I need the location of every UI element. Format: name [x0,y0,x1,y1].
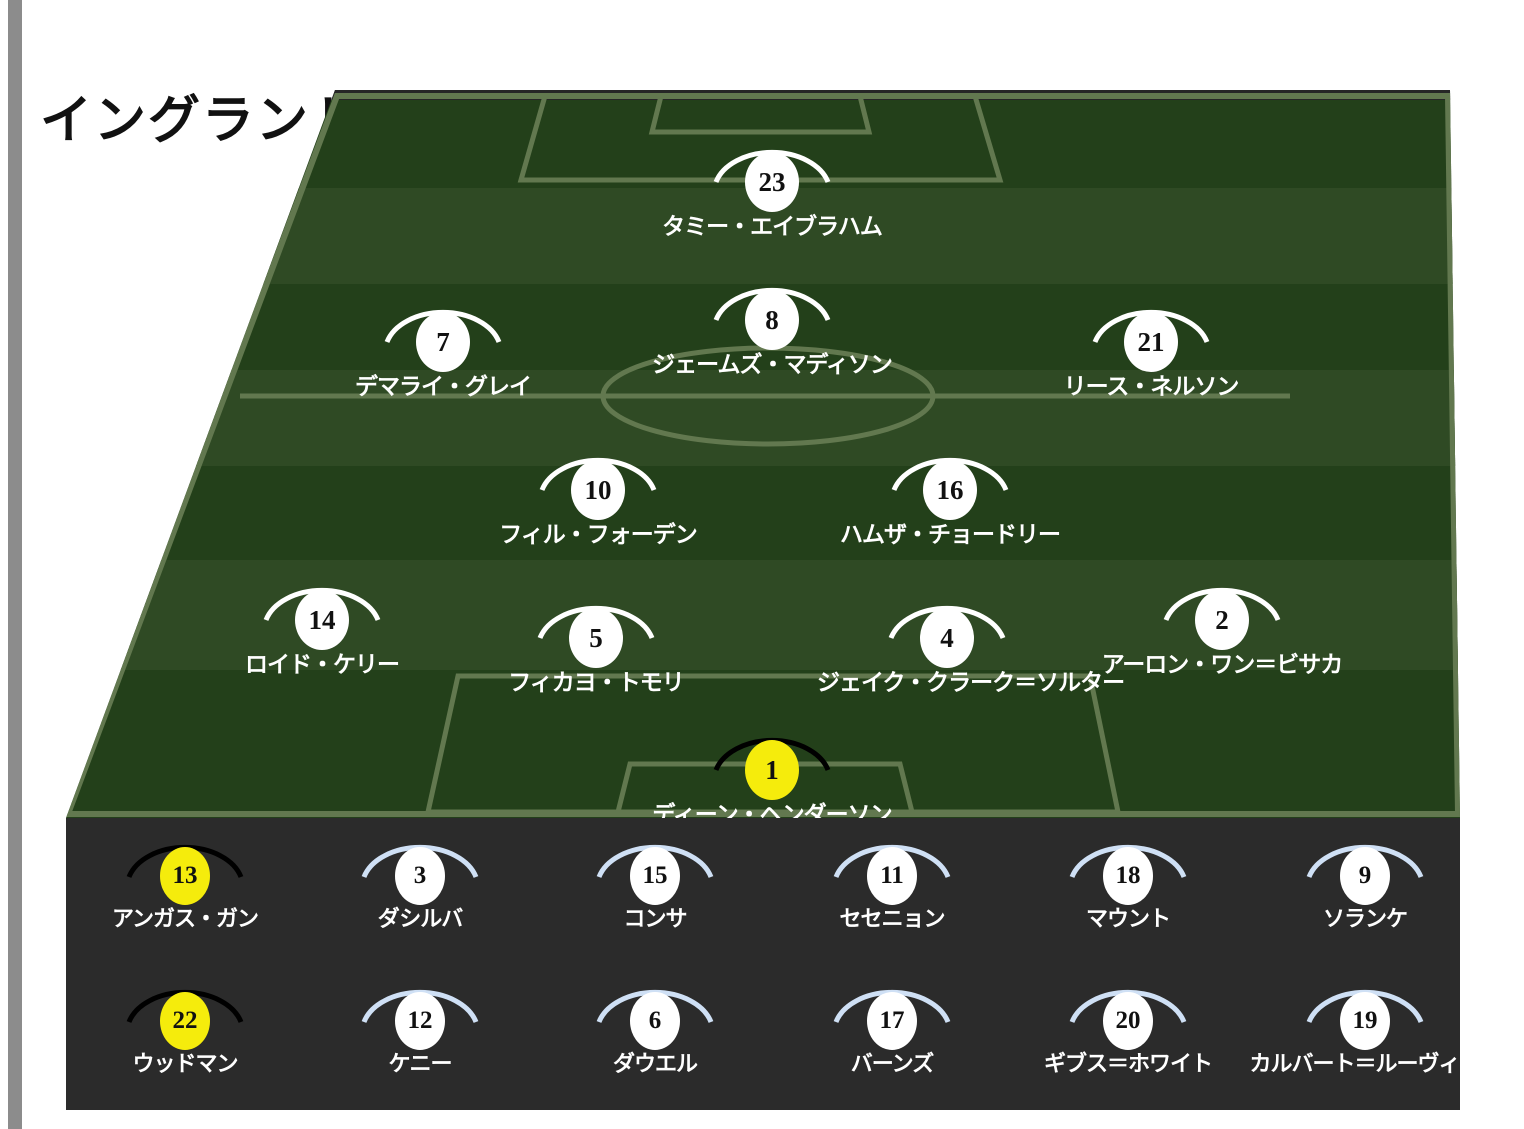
player-name-label: フィカヨ・トモリ [508,669,685,695]
left-scroll-rail[interactable] [8,0,22,1129]
player-name-label: フィル・フォーデン [499,521,698,547]
pitch-player-21[interactable]: 21 リース・ネルソン [1021,300,1281,398]
pitch-player-2[interactable]: 2 アーロン・ワン＝ビサカ [1092,578,1352,676]
player-name-label: セセニョン [839,906,945,931]
player-number-badge[interactable]: 21 [1124,312,1178,372]
pitch-player-14[interactable]: 14 ロイド・ケリー [192,578,452,676]
player-name-label: ギブス＝ホワイト [1043,1051,1213,1076]
player-number-badge[interactable]: 12 [395,992,445,1050]
player-name-label: バーンズ [850,1051,934,1076]
bench-player-18[interactable]: 18 マウント [978,835,1278,930]
player-number-badge[interactable]: 23 [745,152,799,212]
bench-player-3[interactable]: 3 ダシルバ [270,835,570,930]
player-name-label: カルバート＝ルーヴィン [1249,1051,1481,1076]
pitch-markings [66,93,1460,817]
player-name-label: アンガス・ガン [111,906,259,931]
bench-player-9[interactable]: 9 ソランケ [1215,835,1515,930]
player-number-badge[interactable]: 9 [1340,847,1390,905]
player-number-badge[interactable]: 6 [630,992,680,1050]
player-number-badge[interactable]: 16 [923,460,977,520]
player-number-badge[interactable]: 10 [571,460,625,520]
player-name-label: デマライ・グレイ [355,373,532,399]
player-number-badge[interactable]: 20 [1103,992,1153,1050]
bench-player-22[interactable]: 22 ウッドマン [35,980,335,1075]
player-number-badge[interactable]: 19 [1340,992,1390,1050]
player-number-badge[interactable]: 13 [160,847,210,905]
player-number-badge[interactable]: 5 [569,608,623,668]
player-name-label: ウッドマン [132,1051,238,1076]
player-number-badge[interactable]: 7 [416,312,470,372]
player-number-badge[interactable]: 4 [920,608,974,668]
player-number-badge[interactable]: 2 [1195,590,1249,650]
bench-player-12[interactable]: 12 ケニー [270,980,570,1075]
player-name-label: ジェームズ・マディソン [652,351,893,377]
player-name-label: ケニー [388,1051,452,1076]
player-name-label: アーロン・ワン＝ビサカ [1101,651,1344,677]
player-number-badge[interactable]: 3 [395,847,445,905]
pitch: 23 タミー・エイブラハム 7 デマライ・グレイ 8 ジェームズ・マディソン 21 リース・ネ… [66,90,1460,826]
bench-player-11[interactable]: 11 セセニョン [742,835,1042,930]
page-title: イングランド [40,92,365,150]
pitch-player-16[interactable]: 16 ハムザ・チョードリー [820,448,1080,546]
pitch-player-10[interactable]: 10 フィル・フォーデン [468,448,728,546]
pitch-graphics [66,90,1460,818]
pitch-turf [66,90,1460,818]
player-number-badge[interactable]: 18 [1103,847,1153,905]
bench-player-6[interactable]: 6 ダウエル [505,980,805,1075]
bench-panel: 13 アンガス・ガン 3 ダシルバ 15 コンサ 11 セセニョン 18 マウント 9 ソランケ 22 ウ… [66,818,1482,1110]
player-name-label: リース・ネルソン [1063,373,1240,399]
player-name-label: ダシルバ [377,906,463,931]
pitch-player-1[interactable]: 1 ディーン・ヘンダーソン [642,728,902,826]
pitch-player-8[interactable]: 8 ジェームズ・マディソン [642,278,902,376]
bench-player-13[interactable]: 13 アンガス・ガン [35,835,335,930]
player-number-badge[interactable]: 1 [745,740,799,800]
bench-player-17[interactable]: 17 バーンズ [742,980,1042,1075]
player-number-badge[interactable]: 15 [630,847,680,905]
player-name-label: ロイド・ケリー [245,651,400,677]
player-name-label: ジェイク・クラーク＝ソルター [817,669,1125,695]
player-number-badge[interactable]: 8 [745,290,799,350]
bench-player-19[interactable]: 19 カルバート＝ルーヴィン [1215,980,1515,1075]
player-number-badge[interactable]: 17 [867,992,917,1050]
player-name-label: マウント [1085,906,1171,931]
pitch-player-7[interactable]: 7 デマライ・グレイ [313,300,573,398]
player-name-label: ハムザ・チョードリー [840,521,1061,547]
pitch-player-4[interactable]: 4 ジェイク・クラーク＝ソルター [817,596,1125,695]
pitch-player-23[interactable]: 23 タミー・エイブラハム [642,140,902,238]
bench-player-20[interactable]: 20 ギブス＝ホワイト [978,980,1278,1075]
player-name-label: ソランケ [1322,906,1408,931]
pitch-player-5[interactable]: 5 フィカヨ・トモリ [466,596,726,694]
player-number-badge[interactable]: 11 [867,847,917,905]
bench-player-15[interactable]: 15 コンサ [505,835,805,930]
player-name-label: ダウエル [612,1051,698,1076]
player-name-label: コンサ [623,906,687,931]
player-number-badge[interactable]: 14 [295,590,349,650]
player-number-badge[interactable]: 22 [160,992,210,1050]
player-name-label: タミー・エイブラハム [662,213,883,239]
